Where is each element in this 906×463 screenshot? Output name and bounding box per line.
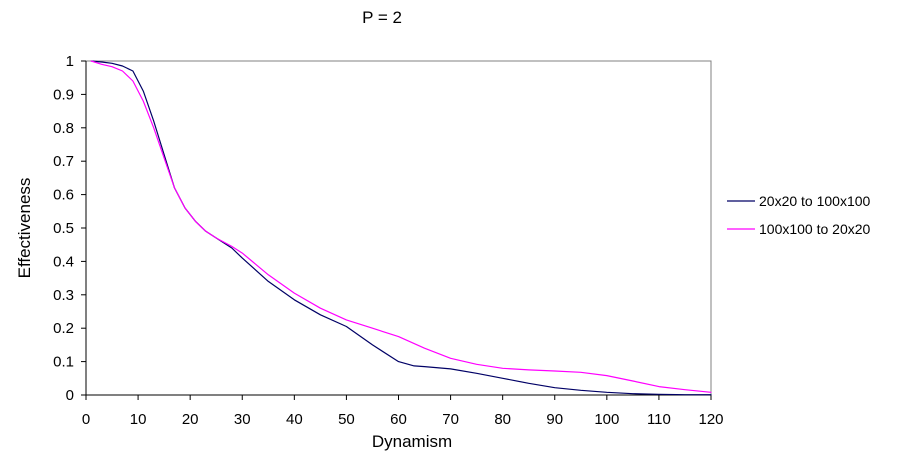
series-line-1 [90,60,712,396]
series-lines [90,60,712,396]
x-tick-label: 70 [442,411,459,428]
x-axis: 0 10 20 30 40 50 60 70 80 90 100 110 120 [82,394,724,428]
y-tick-label: 0.9 [53,86,74,103]
y-axis-label: Effectiveness [15,178,34,279]
chart-title: P = 2 [362,8,402,27]
x-tick-label: 10 [130,411,147,428]
x-tick-label: 100 [594,411,619,428]
x-tick-label: 50 [338,411,355,428]
x-tick-label: 120 [698,411,723,428]
plot-area-frame [85,60,712,396]
legend: 20x20 to 100x100 100x100 to 20x20 [727,193,871,237]
y-tick-label: 0.4 [53,253,74,270]
legend-label-2: 100x100 to 20x20 [759,221,871,237]
legend-label-1: 20x20 to 100x100 [759,193,871,209]
y-tick-label: 0.6 [53,187,74,204]
x-tick-label: 110 [647,411,671,428]
x-tick-label: 80 [494,411,511,428]
y-tick-label: 0.3 [53,287,74,304]
y-tick-label: 0.8 [53,120,74,137]
x-tick-label: 0 [82,411,90,428]
y-tick-label: 0.5 [53,220,74,237]
x-tick-label: 90 [546,411,563,428]
x-axis-label: Dynamism [372,432,452,451]
y-tick-label: 0.2 [53,320,74,337]
y-tick-label: 1 [66,53,74,70]
x-tick-label: 40 [286,411,303,428]
x-tick-label: 20 [182,411,199,428]
y-tick-label: 0.1 [53,354,74,371]
y-axis: 0 0.1 0.2 0.3 0.4 0.5 0.6 0.7 0.8 0.9 1 [53,53,87,404]
x-tick-label: 30 [234,411,251,428]
y-tick-label: 0 [66,387,74,404]
series-line-2 [90,60,712,393]
y-tick-label: 0.7 [53,153,74,170]
x-tick-label: 60 [390,411,407,428]
